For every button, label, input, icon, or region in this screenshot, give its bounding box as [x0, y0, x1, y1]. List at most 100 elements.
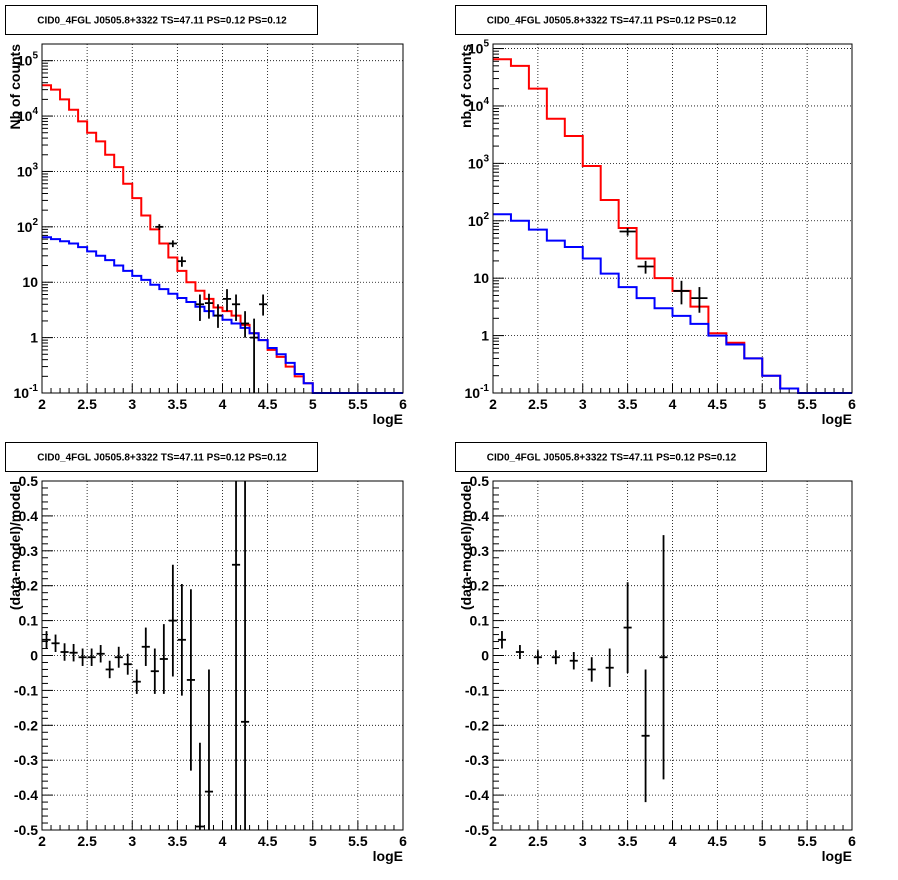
data-point — [168, 564, 177, 677]
x-axis-title: logE — [373, 411, 403, 427]
data-point — [195, 742, 204, 830]
series-line-model — [493, 58, 852, 394]
data-point — [241, 481, 250, 830]
data-point — [231, 294, 241, 321]
y-tick-exponent: 2 — [483, 211, 489, 222]
x-tick-label: 5.5 — [797, 833, 817, 849]
y-tick-label: -0.5 — [465, 822, 489, 838]
y-tick-label: 104 — [468, 96, 490, 114]
data-point — [186, 589, 195, 771]
y-tick-base: 10 — [468, 155, 484, 171]
x-grid — [86, 44, 359, 393]
series-line-component — [493, 213, 852, 394]
y-tick-exponent: 2 — [32, 217, 38, 228]
x-tick-label: 2.5 — [528, 833, 548, 849]
y-tick-label: 10 — [473, 270, 489, 286]
x-tick-label: 4 — [669, 833, 677, 849]
y-tick-exponent: -1 — [480, 383, 489, 394]
data-point — [78, 648, 87, 666]
data-point — [204, 293, 214, 319]
x-tick-label: 2 — [38, 833, 46, 849]
plot-frame — [41, 480, 404, 831]
y-tick-base: 10 — [17, 108, 33, 124]
data-point — [150, 648, 159, 694]
y-tick-label: 0.4 — [470, 508, 490, 524]
data-point — [533, 650, 542, 665]
pad-bottom-left: CID0_4FGL J0505.8+3322 TS=47.11 PS=0.12 … — [0, 437, 449, 875]
y-tick-base: 10 — [468, 98, 484, 114]
y-axis-title: (data-model)/model — [7, 481, 23, 610]
x-tick-label: 4 — [669, 396, 677, 412]
x-tick-label: 6 — [399, 833, 407, 849]
y-grid — [42, 515, 403, 796]
y-tick-label: 0 — [481, 648, 489, 664]
title-box — [455, 5, 767, 35]
y-axis-title: Nb of counts — [7, 44, 23, 130]
y-tick-label: 105 — [468, 39, 490, 57]
x-tick-label: 3 — [579, 396, 587, 412]
data-point — [231, 481, 241, 830]
chart-title: CID0_4FGL J0505.8+3322 TS=47.11 PS=0.12 … — [487, 16, 737, 27]
x-tick-label: 2 — [489, 833, 497, 849]
chart-svg: CID0_4FGL J0505.8+3322 TS=47.11 PS=0.12 … — [5, 442, 407, 864]
chart-svg: CID0_4FGL J0505.8+3322 TS=47.11 PS=0.12 … — [455, 442, 856, 864]
title-box — [455, 442, 767, 472]
x-tick-label: 5 — [309, 396, 317, 412]
data-point — [42, 631, 51, 649]
chart-svg: CID0_4FGL J0505.8+3322 TS=47.11 PS=0.12 … — [455, 5, 856, 427]
x-tick-label: 3.5 — [168, 396, 188, 412]
pad-top-left: CID0_4FGL J0505.8+3322 TS=47.11 PS=0.12 … — [0, 0, 449, 437]
x-tick-label: 2.5 — [77, 396, 97, 412]
chart-title: CID0_4FGL J0505.8+3322 TS=47.11 PS=0.12 … — [37, 453, 287, 464]
data-point — [87, 648, 96, 666]
y-tick-label: 0.1 — [470, 613, 490, 629]
x-tick-label: 2 — [489, 396, 497, 412]
data-point — [159, 624, 168, 694]
data-points — [155, 224, 268, 393]
pad-bottom-right: CID0_4FGL J0505.8+3322 TS=47.11 PS=0.12 … — [449, 437, 898, 875]
y-axis-title: (data-model)/model — [458, 481, 474, 610]
x-tick-label: 3 — [128, 833, 136, 849]
y-tick-label: 0.2 — [19, 578, 39, 594]
y-tick-exponent: 5 — [32, 51, 38, 62]
x-tick-label: 5.5 — [348, 833, 368, 849]
x-tick-label: 5.5 — [348, 396, 368, 412]
y-tick-base: 10 — [465, 385, 481, 401]
series-line-component — [42, 236, 403, 394]
y-tick-label: 10-1 — [465, 383, 490, 401]
y-tick-exponent: 5 — [483, 39, 489, 50]
y-tick-exponent: 4 — [483, 96, 489, 107]
data-point — [623, 582, 632, 673]
data-points — [497, 535, 668, 803]
y-tick-label: 1 — [30, 330, 38, 346]
x-grid — [537, 44, 808, 393]
data-point — [123, 653, 132, 675]
data-point — [60, 643, 69, 661]
data-point — [213, 304, 223, 328]
x-tick-label: 6 — [399, 396, 407, 412]
minor-ticks — [41, 480, 404, 831]
y-tick-label: 0.3 — [19, 543, 39, 559]
y-tick-label: 103 — [468, 153, 490, 171]
data-point — [259, 294, 268, 316]
data-point — [241, 311, 250, 338]
data-point — [605, 648, 614, 687]
y-tick-label: -0.3 — [14, 752, 38, 768]
y-tick-label: 1 — [481, 328, 489, 344]
x-tick-label: 3.5 — [618, 833, 638, 849]
data-point — [497, 631, 507, 649]
title-box — [5, 5, 318, 35]
data-point — [659, 535, 668, 780]
x-tick-label: 4.5 — [708, 833, 728, 849]
y-tick-label: -0.2 — [14, 717, 38, 733]
x-tick-label: 5 — [758, 396, 766, 412]
data-point — [177, 256, 186, 267]
y-grid — [42, 60, 403, 339]
y-tick-label: -0.3 — [465, 752, 489, 768]
data-point — [569, 652, 578, 670]
minor-ticks — [41, 43, 404, 394]
data-point — [132, 669, 141, 694]
data-points — [619, 227, 708, 313]
data-point — [96, 645, 105, 663]
y-tick-label: -0.5 — [14, 822, 38, 838]
